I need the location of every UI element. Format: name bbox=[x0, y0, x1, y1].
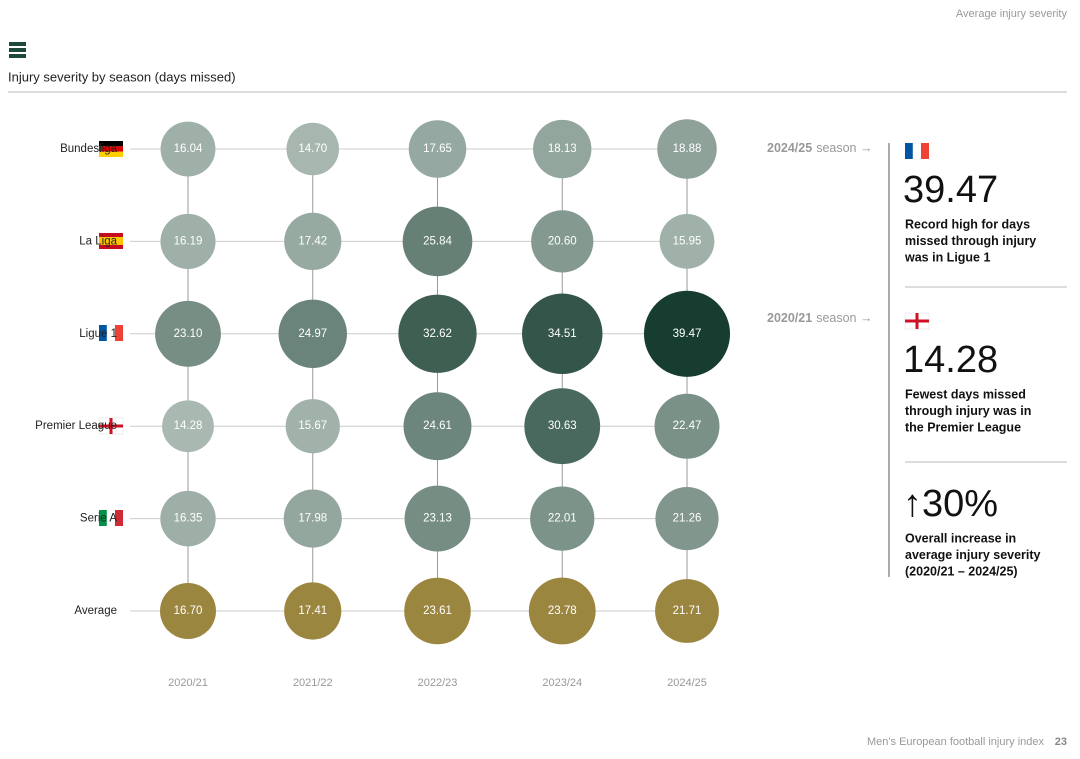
x-tick-label: 2022/23 bbox=[418, 677, 458, 689]
data-label: 34.51 bbox=[548, 328, 577, 340]
icon bbox=[9, 42, 26, 58]
bubble bbox=[402, 206, 473, 277]
season-label: 2024/25 season → bbox=[767, 141, 872, 155]
stat-description: Overall increase in bbox=[905, 531, 1016, 545]
data-label: 32.62 bbox=[423, 328, 452, 340]
panel: 2024/25 season → 39.47 Record high for days… bbox=[767, 141, 1041, 578]
bubble bbox=[659, 214, 715, 269]
data-label: 21.71 bbox=[673, 605, 702, 617]
season-label: 2020/21 season → bbox=[767, 311, 872, 325]
x-tick-label: 2021/22 bbox=[293, 677, 333, 689]
stat-value: 39.47 bbox=[903, 169, 998, 211]
bubble bbox=[408, 120, 467, 178]
data-label: 17.42 bbox=[298, 235, 327, 247]
footer-title: Men's European football injury index bbox=[867, 736, 1044, 748]
bubble bbox=[403, 392, 472, 461]
bubble bbox=[398, 294, 477, 373]
data-label: 23.61 bbox=[423, 605, 452, 617]
data-label: 16.19 bbox=[174, 235, 203, 247]
stat-description: the Premier League bbox=[905, 420, 1021, 434]
x-tick-label: 2024/25 bbox=[667, 677, 707, 689]
chart-title: Injury severity by season (days missed) bbox=[8, 69, 236, 84]
data-label: 17.41 bbox=[298, 605, 327, 617]
data-label: 16.35 bbox=[174, 513, 203, 525]
bubble bbox=[404, 577, 471, 645]
page-number: 23 bbox=[1055, 736, 1067, 748]
x-tick-label: 2023/24 bbox=[542, 677, 582, 689]
season: 2020/21 bbox=[767, 311, 812, 325]
bubble bbox=[655, 579, 719, 643]
bubble bbox=[531, 210, 594, 273]
data-label: 25.84 bbox=[423, 235, 452, 247]
bubble bbox=[528, 577, 596, 645]
row-label: Average bbox=[74, 605, 117, 617]
row-label: Bundesliga bbox=[60, 143, 118, 155]
stat-description: Fewest days missed bbox=[905, 387, 1026, 401]
stat-description: average injury severity bbox=[905, 548, 1041, 562]
stat-description: missed through injury bbox=[905, 234, 1036, 248]
data-label: 14.28 bbox=[174, 420, 203, 432]
bubble bbox=[160, 490, 216, 547]
stat-description: (2020/21 – 2024/25) bbox=[905, 564, 1018, 578]
bubble bbox=[533, 119, 592, 179]
stat-description: Record high for days bbox=[905, 217, 1030, 231]
row-label: La Liga bbox=[79, 235, 117, 247]
bubble bbox=[657, 119, 717, 179]
bubble bbox=[162, 400, 214, 453]
bubble bbox=[654, 393, 720, 459]
x-tick-label: 2020/21 bbox=[168, 677, 208, 689]
data-label: 22.01 bbox=[548, 513, 577, 525]
data-label: 23.78 bbox=[548, 605, 577, 617]
row-label: Serie A bbox=[80, 513, 117, 525]
data-label: 17.65 bbox=[423, 143, 452, 155]
data-label: 18.88 bbox=[673, 143, 702, 155]
section-label: Average injury severity bbox=[956, 8, 1068, 20]
flags bbox=[98, 141, 930, 527]
stat-description: was in Ligue 1 bbox=[904, 250, 990, 264]
data-label: 24.97 bbox=[298, 328, 327, 340]
bubble bbox=[286, 122, 340, 176]
data-label: 39.47 bbox=[673, 328, 702, 340]
bubble bbox=[643, 290, 731, 377]
bubbles: 16.04 14.70 17.65 18.13 18.88 16.19 17.42 25.84… bbox=[155, 119, 731, 645]
data-label: 30.63 bbox=[548, 420, 577, 432]
bubble bbox=[278, 299, 347, 369]
bubble bbox=[283, 489, 342, 548]
bubble bbox=[284, 212, 342, 270]
season-suffix: season → bbox=[816, 141, 872, 155]
data-label: 20.60 bbox=[548, 235, 577, 247]
data-label: 18.13 bbox=[548, 143, 577, 155]
bubble bbox=[285, 399, 340, 454]
bubble bbox=[284, 582, 342, 640]
bubble bbox=[524, 388, 601, 465]
data-label: 23.10 bbox=[174, 328, 203, 340]
season: 2024/25 bbox=[767, 141, 812, 155]
data-label: 15.67 bbox=[298, 420, 327, 432]
stat-description: through injury was in bbox=[905, 404, 1031, 418]
data-label: 23.13 bbox=[423, 513, 452, 525]
bubble bbox=[530, 486, 595, 551]
bubble bbox=[655, 487, 719, 551]
data-label: 16.70 bbox=[174, 605, 203, 617]
data-label: 21.26 bbox=[673, 513, 702, 525]
season-suffix: season → bbox=[816, 311, 872, 325]
data-label: 14.70 bbox=[298, 143, 327, 155]
bubble bbox=[160, 121, 216, 177]
data-label: 22.47 bbox=[673, 420, 702, 432]
bubble bbox=[155, 300, 221, 367]
bubble bbox=[160, 583, 216, 639]
data-label: 17.98 bbox=[298, 513, 327, 525]
bubble bbox=[160, 213, 216, 269]
data-label: 16.04 bbox=[174, 143, 203, 155]
data-label: 15.95 bbox=[673, 235, 702, 247]
row-label: Ligue 1 bbox=[79, 328, 117, 340]
row-label: Premier League bbox=[35, 420, 117, 432]
bubble bbox=[404, 485, 471, 552]
stat-value: 14.28 bbox=[903, 339, 998, 381]
stat-value: ↑30% bbox=[903, 483, 998, 525]
bubble bbox=[522, 293, 603, 375]
data-label: 24.61 bbox=[423, 420, 452, 432]
